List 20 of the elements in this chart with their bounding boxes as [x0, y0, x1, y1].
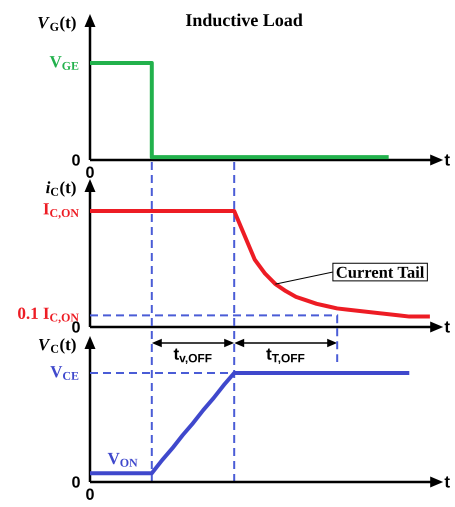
x-axis-title: t: [444, 476, 450, 488]
text: V$_{GE}$: [50, 56, 78, 70]
y-axis-title: V$_{C}$(t): [38, 338, 76, 354]
text: 0: [72, 476, 80, 488]
x-axis-title: t: [444, 321, 450, 333]
text: t$_{T,OFF}$: [266, 348, 304, 364]
text: 0: [86, 166, 94, 178]
annotation: Current Tail: [336, 266, 424, 278]
ref-line-label: 0.1 I$_{C,ON}$: [18, 308, 79, 324]
y-axis-title: i$_{C}$(t): [46, 181, 76, 197]
text: 0: [72, 154, 80, 166]
text: 0: [86, 488, 94, 500]
ref-line-label: V$_{CE}$: [50, 366, 78, 380]
annotation: V$_{ON}$: [108, 452, 138, 467]
text: I$_{C,ON}$: [44, 203, 79, 219]
chart-title: Inductive Load: [186, 14, 303, 26]
text: 0: [72, 321, 80, 333]
y-axis-title: V$_{G}$(t): [38, 16, 76, 32]
x-axis-title: t: [444, 154, 450, 166]
text: t$_{v,OFF}$: [174, 348, 212, 364]
